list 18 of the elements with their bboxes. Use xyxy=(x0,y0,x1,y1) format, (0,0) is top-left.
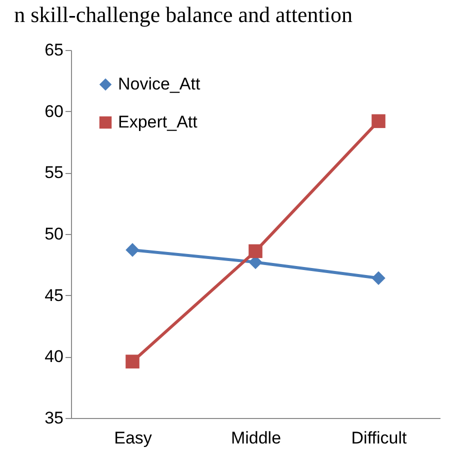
legend-label: Novice_Att xyxy=(118,74,200,94)
y-tick-label: 50 xyxy=(44,224,64,244)
point xyxy=(372,271,386,286)
point xyxy=(126,243,140,257)
point xyxy=(248,244,262,258)
y-tick-label: 65 xyxy=(44,40,64,60)
y-tick-label: 40 xyxy=(44,347,64,366)
chart-title: n skill-challenge balance and attention xyxy=(14,2,353,27)
point xyxy=(372,114,386,128)
legend-label: Expert_Att xyxy=(118,112,198,132)
y-tick-label: 55 xyxy=(44,163,64,182)
point xyxy=(126,354,140,368)
y-tick-label: 60 xyxy=(44,102,64,121)
y-tick-label: 45 xyxy=(44,286,64,305)
x-tick-label: Middle xyxy=(230,428,282,448)
x-tick-label: Easy xyxy=(114,428,152,448)
y-tick-label: 35 xyxy=(44,408,64,428)
x-tick-label: Difficult xyxy=(351,428,407,448)
